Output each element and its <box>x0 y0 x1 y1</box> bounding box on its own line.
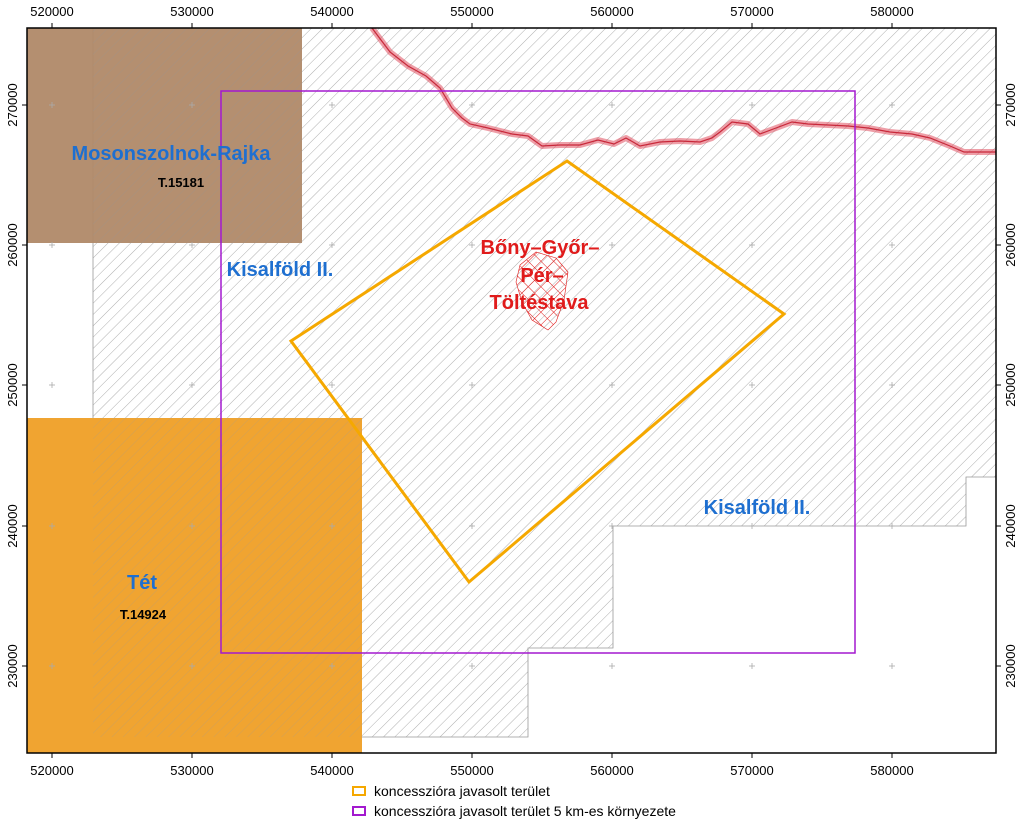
area-code-mosonszolnok-rajka: T.15181 <box>158 175 204 190</box>
y-tick-label: 230000 <box>1003 644 1018 687</box>
grid-crosses <box>49 102 895 669</box>
area-label-kisalfold-east: Kisalföld II. <box>704 497 811 519</box>
y-axis-right: 270000 260000 250000 240000 230000 <box>1003 83 1018 687</box>
y-tick-label: 260000 <box>1003 223 1018 266</box>
area-label-bony-line-2: Pér– <box>520 265 563 287</box>
buffer-5km-outline <box>220 90 856 654</box>
legend-label-buffer: koncesszióra javasolt terület 5 km-es kö… <box>374 803 676 819</box>
map-legend: koncesszióra javasolt terület koncesszió… <box>352 781 812 821</box>
x-tick-label: 570000 <box>730 763 773 778</box>
y-tick-label: 260000 <box>5 223 20 266</box>
legend-swatch-buffer <box>352 806 366 816</box>
y-axis-left: 270000 260000 250000 240000 230000 <box>5 83 20 687</box>
x-tick-label: 580000 <box>870 763 913 778</box>
bony-gyor-per-tolestava-field <box>515 251 569 331</box>
x-tick-label: 540000 <box>310 763 353 778</box>
area-code-tet: T.14924 <box>120 607 167 622</box>
y-tick-label: 250000 <box>5 363 20 406</box>
legend-swatch-concession <box>352 786 366 796</box>
x-tick-label: 530000 <box>170 763 213 778</box>
y-tick-label: 230000 <box>5 644 20 687</box>
legend-item-concession: koncesszióra javasolt terület <box>352 781 812 801</box>
x-axis-top: 520000 530000 540000 550000 560000 57000… <box>30 4 913 19</box>
legend-item-buffer: koncesszióra javasolt terület 5 km-es kö… <box>352 801 812 821</box>
y-tick-label: 270000 <box>1003 83 1018 126</box>
area-label-bony-line-3: Töltéstava <box>490 292 590 314</box>
x-tick-label: 520000 <box>30 4 73 19</box>
x-axis-bottom: 520000 530000 540000 550000 560000 57000… <box>30 763 913 778</box>
x-tick-label: 530000 <box>170 4 213 19</box>
area-label-tet: Tét <box>127 572 157 594</box>
area-label-bony-line-1: Bőny–Győr– <box>481 237 600 259</box>
area-label-kisalfold-west: Kisalföld II. <box>227 259 334 281</box>
x-tick-label: 520000 <box>30 763 73 778</box>
x-tick-label: 560000 <box>590 4 633 19</box>
x-tick-label: 550000 <box>450 4 493 19</box>
legend-label-concession: koncesszióra javasolt terület <box>374 783 550 799</box>
y-tick-label: 240000 <box>5 504 20 547</box>
area-label-mosonszolnok-rajka: Mosonszolnok-Rajka <box>72 143 272 165</box>
proposed-concession-outline <box>288 159 787 585</box>
y-tick-label: 240000 <box>1003 504 1018 547</box>
y-tick-label: 270000 <box>5 83 20 126</box>
x-tick-label: 560000 <box>590 763 633 778</box>
x-tick-label: 570000 <box>730 4 773 19</box>
x-tick-label: 540000 <box>310 4 353 19</box>
y-tick-label: 250000 <box>1003 363 1018 406</box>
x-tick-label: 580000 <box>870 4 913 19</box>
x-tick-label: 550000 <box>450 763 493 778</box>
